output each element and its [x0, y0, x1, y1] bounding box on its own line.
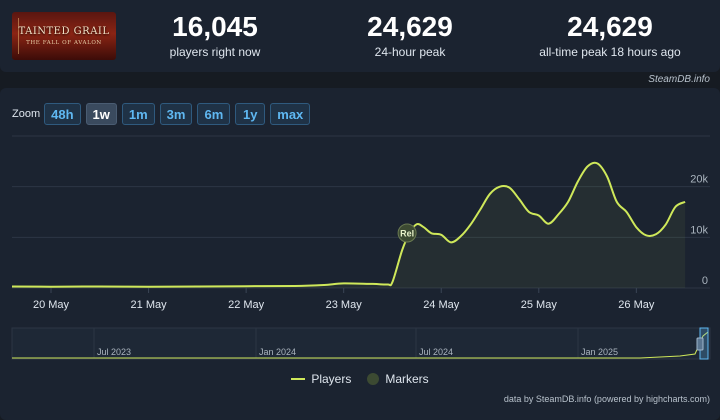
- logo-subtitle: THE FALL OF AVALON: [26, 40, 102, 46]
- x-tick-label-2: 22 May: [228, 299, 265, 311]
- stat-24h-peak-value: 24,629: [367, 11, 453, 42]
- legend-players-label: Players: [311, 372, 352, 386]
- navigator-tick-label-3: Jan 2025: [581, 347, 618, 357]
- x-tick-label-4: 24 May: [423, 299, 460, 311]
- x-axis-labels: 20 May 21 May 22 May 23 May 24 May 25 May 26 M…: [33, 288, 655, 311]
- y-tick-label-2: 20k: [690, 174, 708, 186]
- legend-item-players[interactable]: Players: [291, 372, 351, 386]
- navigator-tick-label-2: Jul 2024: [419, 347, 453, 357]
- stats-bar: TAINTED GRAIL THE FALL OF AVALON 16,045 …: [0, 0, 720, 72]
- stat-all-time-peak-value: 24,629: [567, 11, 653, 42]
- navigator-tick-label-1: Jan 2024: [259, 347, 296, 357]
- x-tick-label-6: 26 May: [618, 299, 655, 311]
- zoom-6m-button[interactable]: 6m: [197, 103, 231, 125]
- y-axis-labels: 0 10k 20k: [690, 174, 708, 287]
- logo-title: TAINTED GRAIL: [18, 26, 110, 37]
- stat-players-now-value: 16,045: [172, 11, 258, 42]
- zoom-controls: Zoom 48h 1w 1m 3m 6m 1y max: [12, 103, 315, 125]
- navigator-tick-label-0: Jul 2023: [97, 347, 131, 357]
- x-tick-label-5: 25 May: [521, 299, 558, 311]
- legend-item-markers[interactable]: Markers: [367, 372, 429, 386]
- logo-ornament-icon: [18, 18, 34, 54]
- zoom-48h-button[interactable]: 48h: [44, 103, 81, 125]
- y-tick-label-0: 0: [702, 275, 708, 287]
- stat-players-now-label: players right now: [169, 45, 261, 59]
- navigator[interactable]: Jul 2023 Jan 2024 Jul 2024 Jan 2025: [11, 327, 711, 360]
- y-tick-label-1: 10k: [690, 224, 708, 236]
- legend-line-icon: [291, 378, 306, 380]
- zoom-1y-button[interactable]: 1y: [235, 103, 266, 125]
- chart-panel: [0, 88, 720, 420]
- stat-all-time-peak-label: all-time peak 18 hours ago: [539, 45, 681, 59]
- zoom-1w-button[interactable]: 1w: [85, 103, 117, 125]
- legend-dot-icon: [367, 373, 380, 385]
- stat-players-now: 16,045 players right now: [150, 10, 280, 60]
- highcharts-credit[interactable]: data by SteamDB.info (powered by highcha…: [503, 394, 710, 404]
- chart-grid: [12, 135, 710, 289]
- stat-all-time-peak: 24,629 all-time peak 18 hours ago: [525, 10, 695, 60]
- x-tick-label-0: 20 May: [33, 299, 70, 311]
- navigator-series-line: [12, 331, 709, 359]
- players-area: [12, 162, 686, 288]
- stat-24h-peak: 24,629 24-hour peak: [345, 10, 475, 60]
- players-line[interactable]: [11, 161, 686, 288]
- zoom-label: Zoom: [12, 108, 41, 120]
- x-tick-label-1: 21 May: [131, 299, 168, 311]
- navigator-handle-icon[interactable]: [696, 337, 704, 351]
- zoom-max-button[interactable]: max: [270, 103, 311, 125]
- marker-dot-0[interactable]: [397, 223, 417, 243]
- stat-24h-peak-label: 24-hour peak: [374, 45, 446, 59]
- chart-legend: Players Markers: [0, 372, 720, 386]
- zoom-1m-button[interactable]: 1m: [121, 103, 155, 125]
- marker-label-0: Rel: [400, 229, 414, 239]
- game-logo[interactable]: TAINTED GRAIL THE FALL OF AVALON: [12, 12, 116, 60]
- chart-markers: Rel: [397, 223, 417, 243]
- legend-markers-label: Markers: [385, 372, 429, 386]
- navigator-background: [11, 327, 711, 360]
- player-chart[interactable]: 0 10k 20k 20 May 21 May 22 May 23 May 24 May 25…: [0, 130, 720, 370]
- steamdb-credit-link[interactable]: SteamDB.info: [648, 74, 710, 85]
- zoom-3m-button[interactable]: 3m: [159, 103, 193, 125]
- x-tick-label-3: 23 May: [326, 299, 363, 311]
